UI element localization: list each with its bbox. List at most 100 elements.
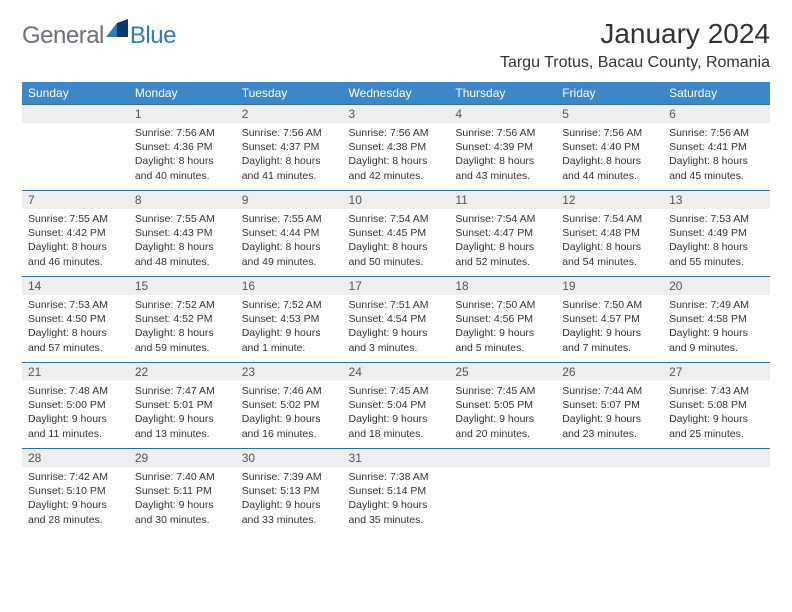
day-number: 16 — [236, 277, 343, 295]
calendar-day-cell: . — [449, 449, 556, 535]
day-content: Sunrise: 7:38 AMSunset: 5:14 PMDaylight:… — [343, 467, 450, 531]
day-line: Sunrise: 7:56 AM — [669, 126, 764, 140]
calendar-day-cell: 1Sunrise: 7:56 AMSunset: 4:36 PMDaylight… — [129, 105, 236, 191]
day-content: Sunrise: 7:54 AMSunset: 4:45 PMDaylight:… — [343, 209, 450, 273]
day-line: Sunrise: 7:39 AM — [242, 470, 337, 484]
day-content: Sunrise: 7:56 AMSunset: 4:40 PMDaylight:… — [556, 123, 663, 187]
day-number: 23 — [236, 363, 343, 381]
day-line: Sunrise: 7:54 AM — [455, 212, 550, 226]
weekday-header: Wednesday — [343, 82, 450, 105]
day-line: Sunset: 5:07 PM — [562, 398, 657, 412]
day-number: 7 — [22, 191, 129, 209]
calendar-week-row: 21Sunrise: 7:48 AMSunset: 5:00 PMDayligh… — [22, 363, 770, 449]
day-line: Daylight: 9 hours — [349, 326, 444, 340]
calendar-day-cell: 7Sunrise: 7:55 AMSunset: 4:42 PMDaylight… — [22, 191, 129, 277]
day-content: Sunrise: 7:52 AMSunset: 4:52 PMDaylight:… — [129, 295, 236, 359]
day-line: Sunrise: 7:54 AM — [562, 212, 657, 226]
day-number: 1 — [129, 105, 236, 123]
day-line: and 18 minutes. — [349, 427, 444, 441]
day-line: Sunrise: 7:53 AM — [28, 298, 123, 312]
weekday-header: Tuesday — [236, 82, 343, 105]
calendar-day-cell: 26Sunrise: 7:44 AMSunset: 5:07 PMDayligh… — [556, 363, 663, 449]
day-line: Daylight: 9 hours — [28, 412, 123, 426]
day-line: Sunrise: 7:45 AM — [349, 384, 444, 398]
day-line: Sunset: 5:04 PM — [349, 398, 444, 412]
day-number: 12 — [556, 191, 663, 209]
calendar-day-cell: 20Sunrise: 7:49 AMSunset: 4:58 PMDayligh… — [663, 277, 770, 363]
day-content: Sunrise: 7:49 AMSunset: 4:58 PMDaylight:… — [663, 295, 770, 359]
calendar-day-cell: 18Sunrise: 7:50 AMSunset: 4:56 PMDayligh… — [449, 277, 556, 363]
day-line: Sunset: 5:14 PM — [349, 484, 444, 498]
day-line: Sunset: 4:48 PM — [562, 226, 657, 240]
calendar-day-cell: 19Sunrise: 7:50 AMSunset: 4:57 PMDayligh… — [556, 277, 663, 363]
day-line: Sunset: 5:10 PM — [28, 484, 123, 498]
day-line: Sunset: 5:02 PM — [242, 398, 337, 412]
day-content: Sunrise: 7:56 AMSunset: 4:41 PMDaylight:… — [663, 123, 770, 187]
calendar-day-cell: 23Sunrise: 7:46 AMSunset: 5:02 PMDayligh… — [236, 363, 343, 449]
day-line: Sunset: 4:37 PM — [242, 140, 337, 154]
calendar-day-cell: . — [663, 449, 770, 535]
day-content: Sunrise: 7:53 AMSunset: 4:50 PMDaylight:… — [22, 295, 129, 359]
day-content: Sunrise: 7:42 AMSunset: 5:10 PMDaylight:… — [22, 467, 129, 531]
calendar-day-cell: 15Sunrise: 7:52 AMSunset: 4:52 PMDayligh… — [129, 277, 236, 363]
calendar-day-cell: . — [556, 449, 663, 535]
day-line: Sunrise: 7:56 AM — [242, 126, 337, 140]
day-line: Daylight: 8 hours — [135, 240, 230, 254]
calendar-day-cell: 25Sunrise: 7:45 AMSunset: 5:05 PMDayligh… — [449, 363, 556, 449]
day-line: Sunset: 4:56 PM — [455, 312, 550, 326]
day-line: Daylight: 8 hours — [349, 154, 444, 168]
day-content: Sunrise: 7:44 AMSunset: 5:07 PMDaylight:… — [556, 381, 663, 445]
day-number: 13 — [663, 191, 770, 209]
day-line: and 48 minutes. — [135, 255, 230, 269]
day-line: Daylight: 8 hours — [135, 326, 230, 340]
day-content: Sunrise: 7:45 AMSunset: 5:05 PMDaylight:… — [449, 381, 556, 445]
day-line: Sunset: 4:43 PM — [135, 226, 230, 240]
day-content: Sunrise: 7:56 AMSunset: 4:36 PMDaylight:… — [129, 123, 236, 187]
day-line: and 52 minutes. — [455, 255, 550, 269]
day-number: 28 — [22, 449, 129, 467]
day-line: Sunset: 4:52 PM — [135, 312, 230, 326]
day-line: Sunset: 5:00 PM — [28, 398, 123, 412]
calendar-day-cell: . — [22, 105, 129, 191]
day-line: Sunset: 4:57 PM — [562, 312, 657, 326]
day-line: and 40 minutes. — [135, 169, 230, 183]
day-line: Sunset: 5:05 PM — [455, 398, 550, 412]
day-line: Sunset: 4:39 PM — [455, 140, 550, 154]
day-line: Sunset: 4:44 PM — [242, 226, 337, 240]
day-line: Daylight: 9 hours — [455, 326, 550, 340]
calendar-day-cell: 29Sunrise: 7:40 AMSunset: 5:11 PMDayligh… — [129, 449, 236, 535]
day-number: 27 — [663, 363, 770, 381]
day-line: Daylight: 8 hours — [349, 240, 444, 254]
day-content: Sunrise: 7:56 AMSunset: 4:37 PMDaylight:… — [236, 123, 343, 187]
day-content — [556, 467, 663, 474]
calendar-day-cell: 27Sunrise: 7:43 AMSunset: 5:08 PMDayligh… — [663, 363, 770, 449]
day-number: 15 — [129, 277, 236, 295]
day-line: and 7 minutes. — [562, 341, 657, 355]
calendar-day-cell: 3Sunrise: 7:56 AMSunset: 4:38 PMDaylight… — [343, 105, 450, 191]
day-line: and 3 minutes. — [349, 341, 444, 355]
day-line: Daylight: 9 hours — [349, 412, 444, 426]
day-line: and 13 minutes. — [135, 427, 230, 441]
day-line: Sunrise: 7:47 AM — [135, 384, 230, 398]
calendar-day-cell: 6Sunrise: 7:56 AMSunset: 4:41 PMDaylight… — [663, 105, 770, 191]
day-line: and 54 minutes. — [562, 255, 657, 269]
day-content: Sunrise: 7:39 AMSunset: 5:13 PMDaylight:… — [236, 467, 343, 531]
day-number: 5 — [556, 105, 663, 123]
day-line: Sunrise: 7:56 AM — [455, 126, 550, 140]
day-line: Sunset: 4:36 PM — [135, 140, 230, 154]
calendar-day-cell: 13Sunrise: 7:53 AMSunset: 4:49 PMDayligh… — [663, 191, 770, 277]
day-number: 8 — [129, 191, 236, 209]
day-line: Daylight: 8 hours — [669, 240, 764, 254]
day-line: and 41 minutes. — [242, 169, 337, 183]
day-line: and 59 minutes. — [135, 341, 230, 355]
day-line: Sunrise: 7:44 AM — [562, 384, 657, 398]
day-number: 26 — [556, 363, 663, 381]
calendar-day-cell: 12Sunrise: 7:54 AMSunset: 4:48 PMDayligh… — [556, 191, 663, 277]
calendar-week-row: 7Sunrise: 7:55 AMSunset: 4:42 PMDaylight… — [22, 191, 770, 277]
logo-text-blue: Blue — [130, 22, 176, 50]
day-content: Sunrise: 7:54 AMSunset: 4:48 PMDaylight:… — [556, 209, 663, 273]
day-line: Daylight: 8 hours — [242, 154, 337, 168]
day-content — [449, 467, 556, 474]
day-number: 30 — [236, 449, 343, 467]
calendar-day-cell: 24Sunrise: 7:45 AMSunset: 5:04 PMDayligh… — [343, 363, 450, 449]
